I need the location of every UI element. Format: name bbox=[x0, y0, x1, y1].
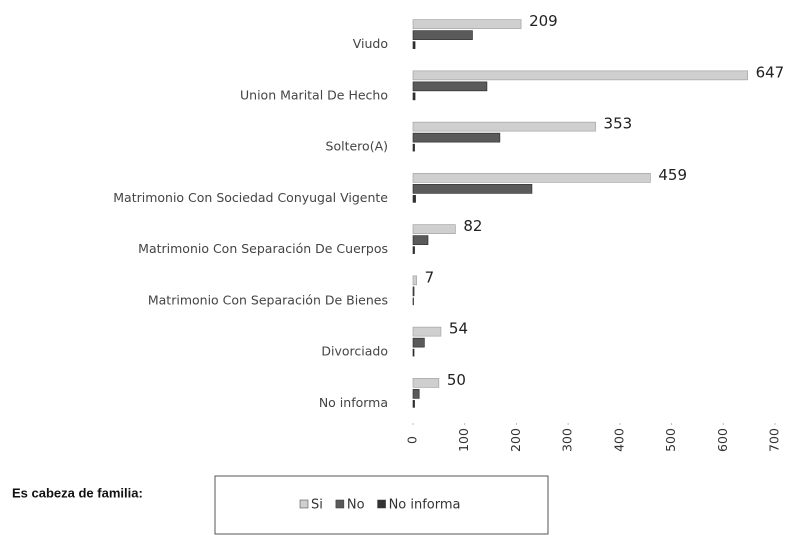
x-tick-label: 0 bbox=[405, 436, 420, 444]
x-tick-label: 200 bbox=[508, 428, 523, 452]
bar bbox=[412, 297, 414, 306]
x-tick-label: 100 bbox=[456, 428, 471, 452]
category-label: Matrimonio Con Separación De Bienes bbox=[148, 292, 388, 307]
category-label: Divorciado bbox=[321, 344, 388, 359]
data-label: 54 bbox=[449, 320, 468, 338]
bar bbox=[412, 121, 596, 132]
bar bbox=[412, 224, 456, 234]
x-tick-label: 700 bbox=[767, 428, 782, 452]
legend-label: Si bbox=[311, 498, 323, 513]
x-tick-label: 600 bbox=[715, 428, 730, 452]
bar bbox=[412, 337, 425, 348]
data-label: 209 bbox=[529, 12, 558, 30]
bar bbox=[412, 92, 416, 101]
bar bbox=[412, 400, 415, 408]
bar bbox=[412, 184, 533, 194]
legend-label: No bbox=[347, 498, 365, 513]
bar bbox=[412, 195, 416, 203]
x-tick-label: 500 bbox=[663, 428, 678, 452]
bar bbox=[412, 41, 416, 49]
data-label: 459 bbox=[658, 166, 687, 184]
bar bbox=[412, 286, 415, 297]
bar bbox=[412, 275, 417, 286]
bar bbox=[412, 235, 429, 245]
bar bbox=[412, 326, 442, 337]
category-label: No informa bbox=[319, 395, 388, 410]
bar bbox=[412, 132, 501, 143]
legend-swatch bbox=[299, 499, 309, 509]
x-tick-label: 400 bbox=[611, 428, 626, 452]
bar bbox=[412, 348, 415, 357]
category-label: Soltero(A) bbox=[326, 139, 388, 154]
data-label: 353 bbox=[604, 115, 633, 133]
category-label: Union Marital De Hecho bbox=[240, 87, 388, 102]
bar bbox=[412, 30, 473, 40]
bar bbox=[412, 173, 651, 183]
legend-swatch bbox=[335, 499, 345, 509]
bar bbox=[412, 70, 748, 81]
legend-label: No informa bbox=[389, 498, 461, 513]
bar bbox=[412, 389, 420, 399]
data-label: 50 bbox=[447, 371, 466, 389]
bar bbox=[412, 81, 488, 92]
bar bbox=[412, 19, 522, 29]
data-label: 7 bbox=[425, 268, 435, 286]
data-label: 647 bbox=[756, 63, 785, 81]
legend-box bbox=[214, 475, 549, 535]
bar bbox=[412, 378, 440, 388]
data-label: 82 bbox=[463, 217, 482, 235]
legend-swatch bbox=[377, 499, 386, 509]
category-label: Matrimonio Con Separación De Cuerpos bbox=[138, 241, 388, 256]
category-label: Viudo bbox=[353, 36, 388, 51]
bar bbox=[412, 143, 415, 152]
category-label: Matrimonio Con Sociedad Conyugal Vigente bbox=[113, 190, 388, 205]
legend-title: Es cabeza de familia: bbox=[12, 485, 143, 500]
bar bbox=[412, 246, 415, 254]
x-tick-label: 300 bbox=[560, 428, 575, 452]
